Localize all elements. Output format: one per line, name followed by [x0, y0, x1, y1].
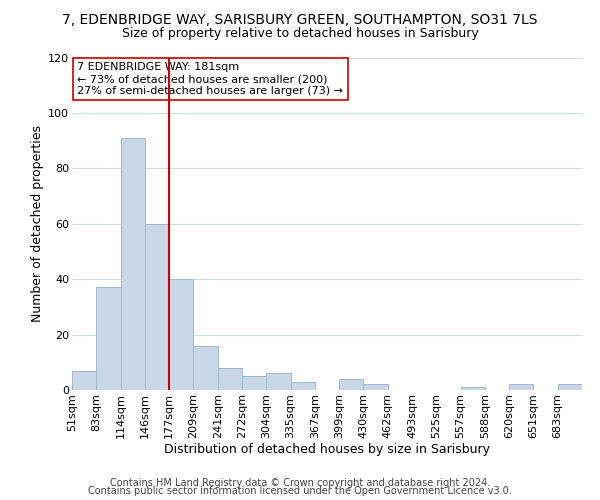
Bar [121, 138, 145, 390]
Bar [96, 288, 121, 390]
Bar [218, 368, 242, 390]
Bar [558, 384, 582, 390]
X-axis label: Distribution of detached houses by size in Sarisbury: Distribution of detached houses by size … [164, 444, 490, 456]
Bar [169, 279, 193, 390]
Text: Contains public sector information licensed under the Open Government Licence v3: Contains public sector information licen… [88, 486, 512, 496]
Text: 7, EDENBRIDGE WAY, SARISBURY GREEN, SOUTHAMPTON, SO31 7LS: 7, EDENBRIDGE WAY, SARISBURY GREEN, SOUT… [62, 12, 538, 26]
Bar [72, 370, 96, 390]
Text: Contains HM Land Registry data © Crown copyright and database right 2024.: Contains HM Land Registry data © Crown c… [110, 478, 490, 488]
Text: 7 EDENBRIDGE WAY: 181sqm
← 73% of detached houses are smaller (200)
27% of semi-: 7 EDENBRIDGE WAY: 181sqm ← 73% of detach… [77, 62, 343, 96]
Bar [364, 384, 388, 390]
Bar [290, 382, 315, 390]
Bar [145, 224, 169, 390]
Bar [509, 384, 533, 390]
Bar [339, 379, 364, 390]
Bar [242, 376, 266, 390]
Bar [461, 387, 485, 390]
Y-axis label: Number of detached properties: Number of detached properties [31, 125, 44, 322]
Bar [266, 374, 290, 390]
Text: Size of property relative to detached houses in Sarisbury: Size of property relative to detached ho… [122, 28, 478, 40]
Bar [193, 346, 218, 390]
